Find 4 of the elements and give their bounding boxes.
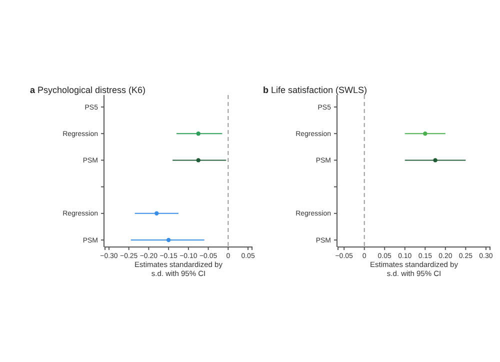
chart-title: Life satisfaction (SWLS) <box>271 85 368 95</box>
chart-title: Psychological distress (K6) <box>38 85 146 95</box>
text: b <box>263 85 271 95</box>
text: a <box>30 85 38 95</box>
